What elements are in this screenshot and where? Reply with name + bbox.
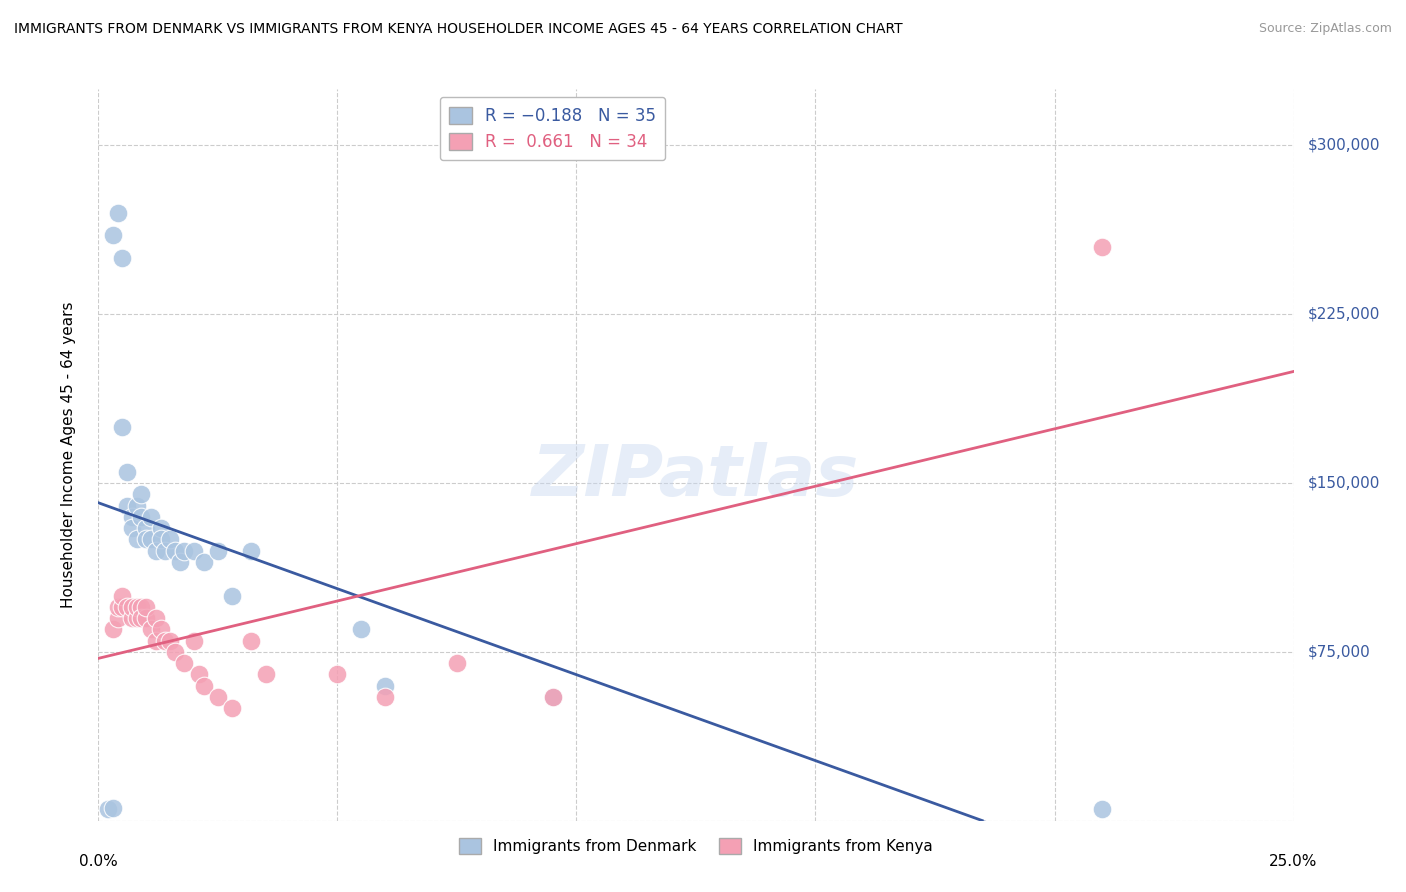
Point bbox=[240, 633, 263, 648]
Point bbox=[111, 251, 134, 265]
Legend: Immigrants from Denmark, Immigrants from Kenya: Immigrants from Denmark, Immigrants from… bbox=[453, 831, 939, 861]
Point bbox=[125, 533, 148, 547]
Point bbox=[135, 599, 157, 614]
Point bbox=[193, 679, 215, 693]
Point bbox=[240, 543, 263, 558]
Point bbox=[187, 667, 209, 681]
Point bbox=[169, 555, 191, 569]
Point bbox=[207, 543, 229, 558]
Point bbox=[107, 206, 129, 220]
Point bbox=[145, 633, 167, 648]
Point bbox=[101, 623, 124, 637]
Point bbox=[131, 487, 153, 501]
Point bbox=[350, 623, 373, 637]
Point bbox=[107, 611, 129, 625]
Point bbox=[159, 633, 181, 648]
Text: $75,000: $75,000 bbox=[1308, 644, 1371, 659]
Point bbox=[115, 499, 138, 513]
Point bbox=[221, 589, 243, 603]
Point bbox=[173, 543, 195, 558]
Point bbox=[183, 633, 205, 648]
Point bbox=[111, 589, 134, 603]
Point bbox=[159, 533, 181, 547]
Point bbox=[1091, 802, 1114, 816]
Point bbox=[115, 599, 138, 614]
Point bbox=[374, 690, 396, 704]
Point bbox=[541, 690, 564, 704]
Point bbox=[115, 465, 138, 479]
Point bbox=[163, 645, 186, 659]
Point bbox=[173, 656, 195, 670]
Point bbox=[155, 543, 177, 558]
Point bbox=[207, 690, 229, 704]
Text: 0.0%: 0.0% bbox=[79, 855, 118, 870]
Point bbox=[326, 667, 349, 681]
Point bbox=[121, 599, 143, 614]
Point bbox=[139, 623, 162, 637]
Point bbox=[131, 599, 153, 614]
Point bbox=[101, 228, 124, 243]
Point bbox=[121, 521, 143, 535]
Point bbox=[135, 611, 157, 625]
Point bbox=[135, 521, 157, 535]
Text: $225,000: $225,000 bbox=[1308, 307, 1381, 322]
Point bbox=[149, 521, 172, 535]
Text: ZIPatlas: ZIPatlas bbox=[533, 442, 859, 511]
Text: Source: ZipAtlas.com: Source: ZipAtlas.com bbox=[1258, 22, 1392, 36]
Point bbox=[135, 533, 157, 547]
Point bbox=[121, 611, 143, 625]
Point bbox=[221, 701, 243, 715]
Point bbox=[111, 599, 134, 614]
Text: 25.0%: 25.0% bbox=[1270, 855, 1317, 870]
Text: IMMIGRANTS FROM DENMARK VS IMMIGRANTS FROM KENYA HOUSEHOLDER INCOME AGES 45 - 64: IMMIGRANTS FROM DENMARK VS IMMIGRANTS FR… bbox=[14, 22, 903, 37]
Point bbox=[149, 533, 172, 547]
Point bbox=[446, 656, 468, 670]
Point bbox=[145, 611, 167, 625]
Point bbox=[145, 543, 167, 558]
Point bbox=[139, 509, 162, 524]
Point bbox=[97, 802, 120, 816]
Point bbox=[111, 419, 134, 434]
Point bbox=[183, 543, 205, 558]
Text: Householder Income Ages 45 - 64 years: Householder Income Ages 45 - 64 years bbox=[60, 301, 76, 608]
Point bbox=[193, 555, 215, 569]
Point bbox=[125, 599, 148, 614]
Point bbox=[107, 599, 129, 614]
Point bbox=[139, 533, 162, 547]
Text: $300,000: $300,000 bbox=[1308, 138, 1381, 153]
Point bbox=[1091, 240, 1114, 254]
Point bbox=[101, 801, 124, 815]
Point bbox=[131, 611, 153, 625]
Point bbox=[254, 667, 277, 681]
Point bbox=[163, 543, 186, 558]
Text: $150,000: $150,000 bbox=[1308, 475, 1381, 491]
Point bbox=[155, 633, 177, 648]
Point bbox=[121, 509, 143, 524]
Point bbox=[125, 499, 148, 513]
Point bbox=[149, 623, 172, 637]
Point bbox=[541, 690, 564, 704]
Point bbox=[131, 509, 153, 524]
Point bbox=[125, 611, 148, 625]
Point bbox=[374, 679, 396, 693]
